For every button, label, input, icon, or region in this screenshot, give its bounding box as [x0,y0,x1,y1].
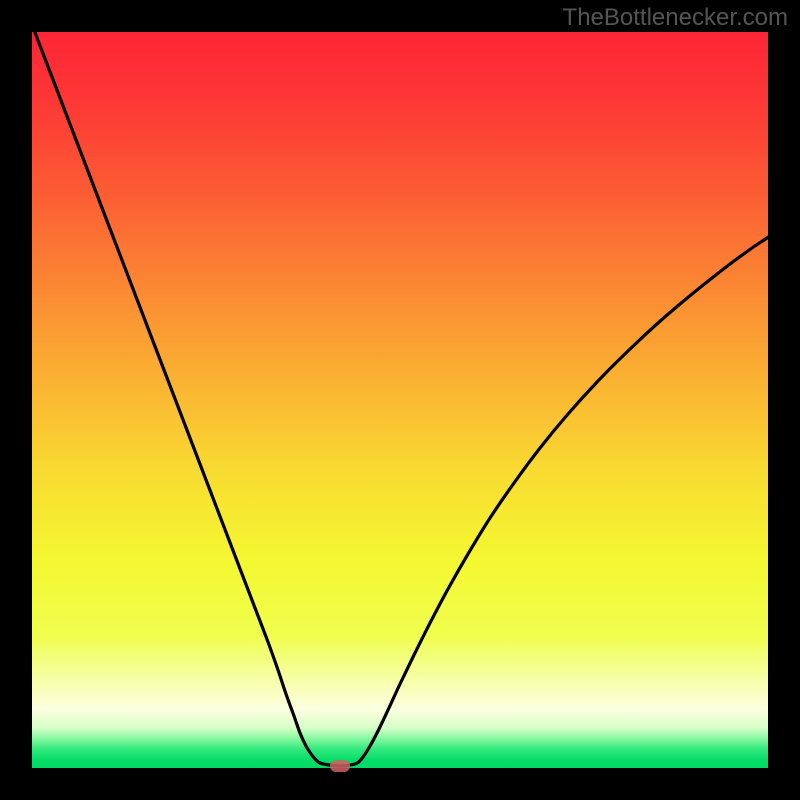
watermark-text: TheBottlenecker.com [563,4,788,32]
plot-background [32,32,768,768]
optimal-marker [330,760,350,772]
chart-container: TheBottlenecker.com [0,0,800,800]
chart-svg [0,0,800,800]
